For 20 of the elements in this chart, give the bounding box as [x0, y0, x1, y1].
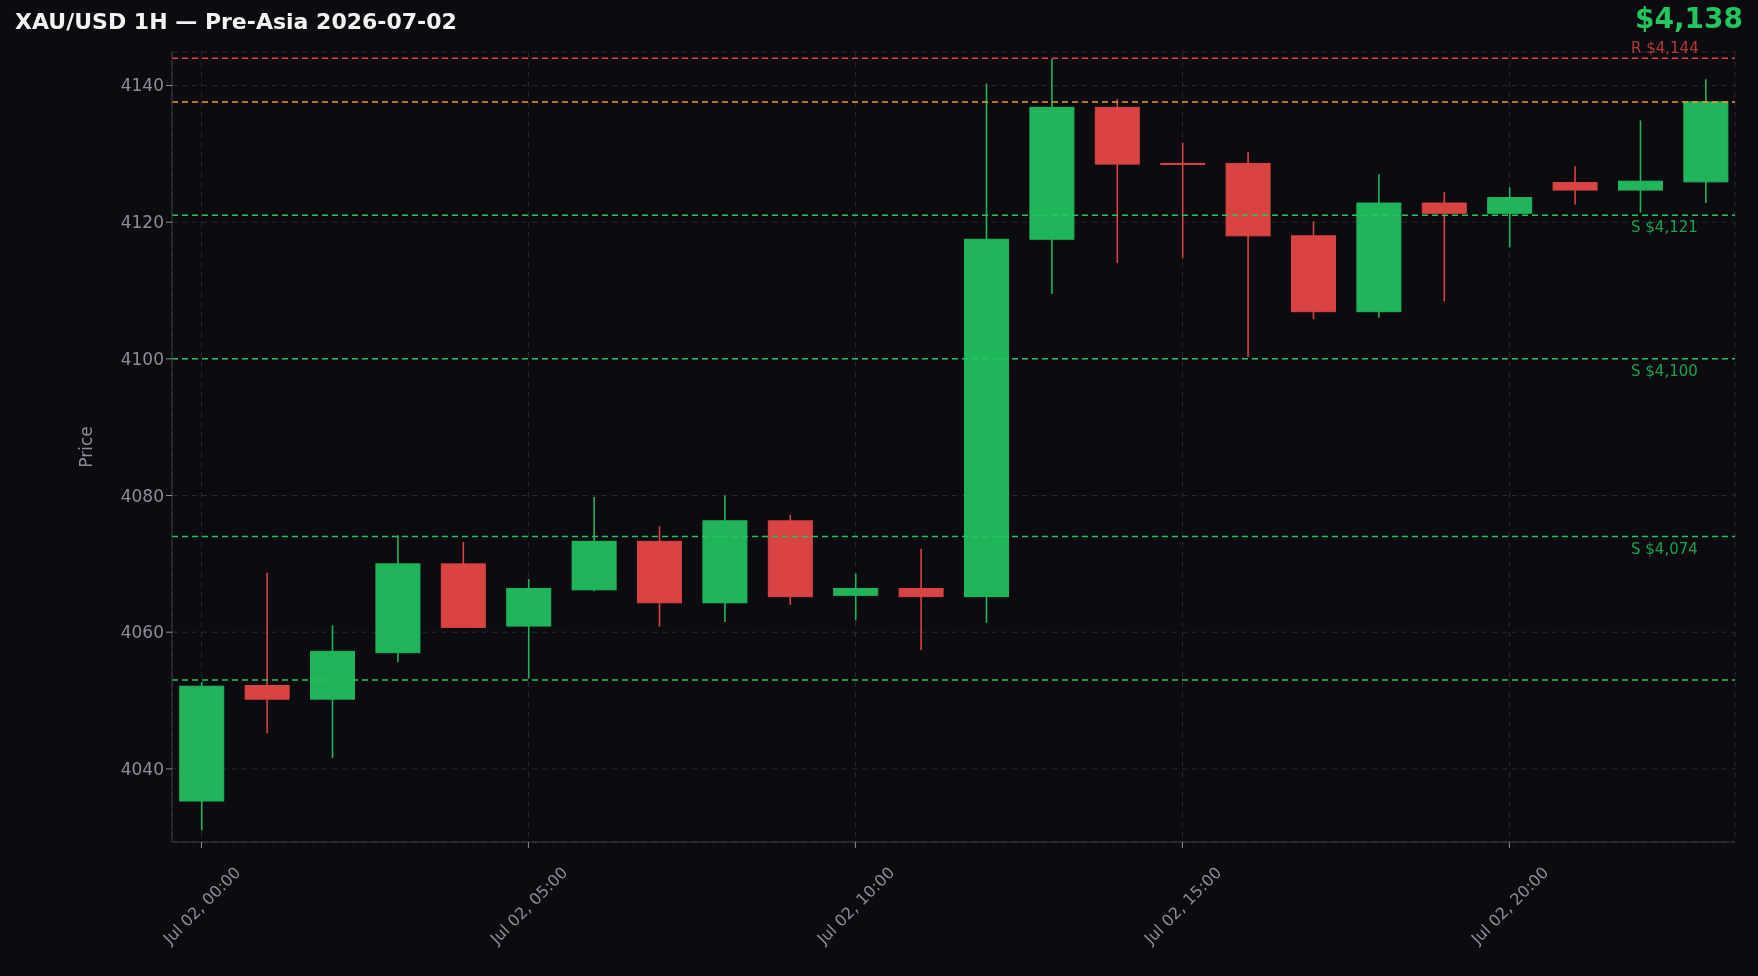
ref-line-label: S $4,121	[1631, 218, 1698, 237]
y-axis-title: Price	[76, 426, 97, 468]
chart-title: XAU/USD 1H — Pre-Asia 2026-07-02	[15, 8, 457, 36]
y-tick-label: 4140	[120, 75, 164, 96]
candlestick	[1617, 119, 1663, 214]
ref-line-label: R $4,144	[1631, 39, 1699, 58]
candlestick	[1160, 142, 1206, 260]
y-tick-label: 4100	[120, 348, 164, 369]
y-tick-label: 4060	[120, 622, 164, 643]
y-tick-label: 4080	[120, 485, 164, 506]
ref-line-label: S $4,074	[1631, 539, 1698, 558]
text: $4,138	[1634, 2, 1743, 36]
ref-line-label: S $4,100	[1631, 361, 1698, 380]
candlestick	[244, 571, 290, 735]
candlestick	[1552, 165, 1598, 206]
candlestick	[1421, 191, 1467, 303]
y-tick-label: 4120	[120, 212, 164, 233]
candlestick	[898, 548, 944, 651]
y-tick-label: 4040	[120, 758, 164, 779]
candlestick	[833, 572, 879, 622]
